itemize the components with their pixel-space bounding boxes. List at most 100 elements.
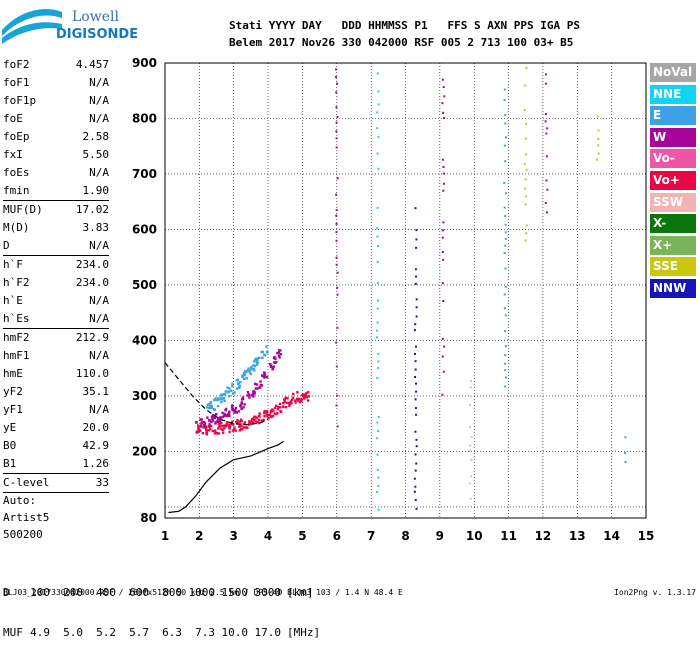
echo-point: [469, 444, 472, 447]
echo-point: [218, 424, 222, 427]
echo-point: [336, 177, 339, 180]
row-unit: [km]: [287, 586, 314, 599]
echo-point: [377, 484, 380, 487]
param-name: hmF1: [3, 349, 30, 362]
echo-point: [248, 396, 251, 399]
echo-point: [523, 84, 526, 87]
echo-point: [230, 389, 233, 392]
echo-point: [415, 345, 418, 348]
param-name: fmin: [3, 184, 30, 197]
echo-point: [546, 127, 549, 130]
echo-point: [290, 401, 293, 405]
echo-point: [414, 282, 417, 285]
echo-point: [376, 468, 379, 471]
row-value: 7.3: [195, 626, 215, 639]
param-row: foF1 N/A: [3, 74, 109, 92]
echo-point: [249, 372, 252, 376]
echo-point: [225, 414, 229, 418]
echo-point: [276, 351, 279, 355]
echo-point: [209, 424, 213, 428]
echo-point: [269, 365, 273, 369]
echo-point: [336, 425, 339, 428]
echo-point: [232, 423, 235, 426]
echo-point: [226, 386, 229, 389]
echo-point: [523, 108, 526, 111]
plot-frame: [164, 62, 647, 519]
echo-point: [205, 427, 208, 431]
echo-point: [221, 424, 224, 428]
echo-point: [233, 391, 236, 394]
echo-point: [246, 426, 249, 429]
echo-point: [469, 386, 472, 389]
echo-point: [289, 400, 293, 403]
echo-point: [196, 424, 200, 427]
echo-point: [376, 152, 379, 155]
echo-point: [239, 380, 242, 384]
echo-point: [271, 367, 275, 370]
echo-point: [525, 153, 528, 156]
echo-point: [252, 395, 255, 398]
param-value: 33: [95, 476, 109, 489]
echo-point: [596, 115, 599, 118]
param-row: hmF1 N/A: [3, 347, 109, 365]
echo-point: [221, 428, 224, 432]
param-value: 1.90: [82, 184, 110, 197]
echo-point: [213, 429, 217, 432]
row-value: 4.9: [30, 626, 50, 639]
echo-point: [228, 414, 231, 417]
echo-point: [442, 300, 445, 303]
echo-point: [415, 306, 418, 309]
echo-point: [376, 206, 379, 209]
echo-point: [247, 393, 251, 396]
echo-point: [441, 250, 444, 253]
echo-point: [443, 95, 446, 98]
echo-point: [335, 404, 338, 407]
echo-point: [414, 407, 417, 410]
echo-point: [200, 421, 203, 425]
echo-point: [227, 412, 231, 416]
echo-point: [276, 408, 280, 411]
echo-point: [256, 358, 259, 362]
echo-point: [377, 90, 380, 93]
profile-solid-line: [168, 440, 284, 514]
param-row: B0 42.9: [3, 437, 109, 455]
echo-point: [235, 387, 239, 390]
echo-point: [524, 239, 527, 242]
legend-item: SSE: [650, 257, 696, 277]
echo-point: [443, 182, 446, 185]
echo-point: [376, 336, 379, 339]
echo-point: [228, 387, 231, 390]
legend-item: X-: [650, 214, 696, 234]
y-tick-label: 500: [132, 278, 157, 292]
echo-point: [203, 424, 207, 428]
echo-point: [273, 406, 277, 410]
echo-point: [505, 376, 508, 379]
echo-point: [277, 354, 281, 357]
echo-point: [376, 72, 379, 75]
echo-point: [504, 362, 507, 365]
echo-point: [544, 113, 547, 116]
echo-point: [286, 397, 289, 400]
echo-point: [248, 370, 251, 374]
param-value: 234.0: [75, 258, 109, 271]
echo-point: [504, 237, 507, 240]
echo-point: [220, 398, 224, 401]
echo-point: [414, 430, 417, 433]
echo-point: [441, 229, 444, 232]
y-tick-label: 80: [140, 511, 157, 525]
echo-point: [376, 329, 379, 332]
echo-point: [546, 211, 549, 214]
echo-point: [253, 364, 257, 368]
echo-point: [215, 413, 218, 416]
echo-point: [263, 374, 267, 377]
echo-traces: [195, 66, 627, 511]
echo-point: [335, 341, 338, 344]
echo-point: [376, 281, 379, 284]
echo-point: [221, 415, 224, 419]
echo-point: [525, 122, 528, 125]
param-name: MUF(D): [3, 203, 43, 216]
echo-point: [217, 417, 220, 420]
echo-point: [283, 398, 286, 401]
echo-point: [282, 405, 285, 408]
param-value: N/A: [89, 239, 109, 252]
